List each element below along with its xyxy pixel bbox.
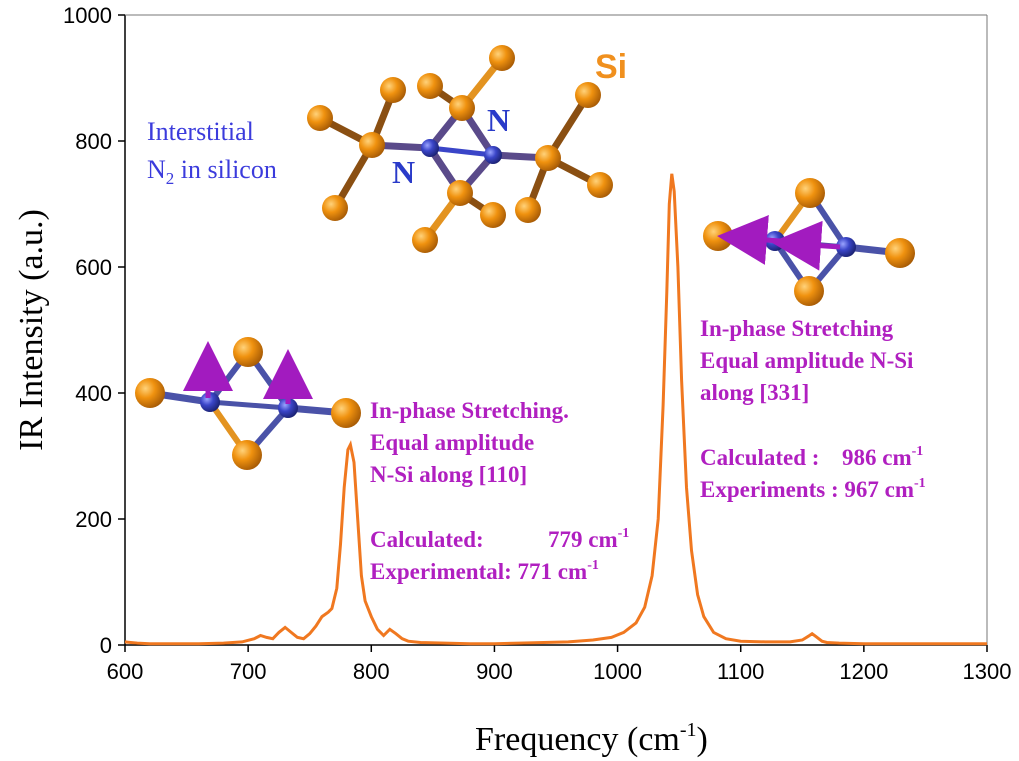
y-tick-label: 400 bbox=[75, 381, 112, 406]
right-peak-annotation: In-phase Stretching Equal amplitude N-Si… bbox=[700, 316, 926, 502]
y-tick-label: 0 bbox=[100, 633, 112, 658]
left-peak-annotation: In-phase Stretching. Equal amplitude N-S… bbox=[370, 398, 629, 584]
si-atom bbox=[587, 172, 613, 198]
si-atom bbox=[135, 378, 165, 408]
si-atom bbox=[703, 221, 733, 251]
si-atom bbox=[795, 178, 825, 208]
si-atom bbox=[380, 77, 406, 103]
left-calculated-label: Calculated: bbox=[370, 527, 484, 552]
right-mode-line-3: along [331] bbox=[700, 380, 809, 405]
left-mode-line-1: In-phase Stretching. bbox=[370, 398, 569, 423]
si-atom bbox=[322, 195, 348, 221]
si-atom-label: Si bbox=[595, 48, 627, 86]
x-tick-label: 800 bbox=[353, 659, 390, 684]
x-tick-label: 1300 bbox=[963, 659, 1012, 684]
left-experimental-value: Experimental: 771 cm-1 bbox=[370, 558, 599, 584]
si-atom bbox=[447, 180, 473, 206]
si-atom bbox=[885, 238, 915, 268]
right-calculated-value: 986 cm-1 bbox=[842, 444, 923, 470]
y-tick-label: 200 bbox=[75, 507, 112, 532]
si-atom bbox=[515, 197, 541, 223]
si-atom bbox=[489, 45, 515, 71]
x-tick-label: 1000 bbox=[593, 659, 642, 684]
n-atom-label: N bbox=[487, 102, 510, 138]
n-atom bbox=[484, 146, 502, 164]
left-calculated-value: 779 cm-1 bbox=[548, 526, 629, 552]
si-atom bbox=[412, 227, 438, 253]
si-atom bbox=[232, 440, 262, 470]
left-mode-line-3: N-Si along [110] bbox=[370, 462, 527, 487]
n-atom bbox=[278, 398, 298, 418]
n-atom-label: N bbox=[392, 154, 415, 190]
right-experiments-value: Experiments : 967 cm-1 bbox=[700, 476, 926, 502]
n-atom bbox=[836, 237, 856, 257]
right-mode-line-2: Equal amplitude N-Si bbox=[700, 348, 914, 373]
interstitial-label: Interstitial bbox=[147, 117, 254, 146]
n2-in-silicon-molecule: N N Si bbox=[307, 45, 627, 253]
si-atom bbox=[233, 337, 263, 367]
plot-frame bbox=[124, 14, 988, 646]
si-atom bbox=[331, 398, 361, 428]
mode-110-cluster bbox=[135, 337, 361, 470]
displacement-arrow bbox=[717, 215, 781, 265]
n2-in-silicon-label: N2 in silicon bbox=[147, 155, 277, 188]
displacement-arrow bbox=[771, 220, 841, 271]
y-tick-label: 600 bbox=[75, 255, 112, 280]
x-axis-title: Frequency (cm-1) bbox=[475, 719, 708, 758]
spectrum-line bbox=[124, 173, 987, 646]
x-tick-label: 1100 bbox=[717, 659, 764, 684]
si-atom bbox=[575, 82, 601, 108]
x-axis-ticks: 600 700 800 900 1000 1100 1200 1300 bbox=[107, 645, 1012, 684]
right-mode-line-1: In-phase Stretching bbox=[700, 316, 894, 341]
si-atom bbox=[307, 105, 333, 131]
y-tick-label: 1000 bbox=[63, 3, 112, 28]
si-atom bbox=[417, 73, 443, 99]
x-tick-label: 600 bbox=[107, 659, 144, 684]
si-atom bbox=[449, 95, 475, 121]
y-axis-ticks: 0 200 400 600 800 1000 bbox=[63, 3, 125, 658]
n-atom bbox=[200, 392, 220, 412]
si-atom bbox=[535, 145, 561, 171]
x-tick-label: 700 bbox=[230, 659, 267, 684]
si-atom bbox=[480, 202, 506, 228]
right-calculated-label: Calculated : bbox=[700, 445, 819, 470]
si-atom bbox=[359, 132, 385, 158]
left-mode-line-2: Equal amplitude bbox=[370, 430, 534, 455]
y-axis-title: IR Intensity (a.u.) bbox=[13, 209, 50, 451]
x-tick-label: 1200 bbox=[839, 659, 888, 684]
y-tick-label: 800 bbox=[75, 129, 112, 154]
x-tick-label: 900 bbox=[476, 659, 513, 684]
si-atom bbox=[794, 276, 824, 306]
molecule-si-atoms bbox=[307, 45, 613, 253]
n-atom bbox=[421, 139, 439, 157]
mode-331-cluster bbox=[703, 178, 915, 306]
